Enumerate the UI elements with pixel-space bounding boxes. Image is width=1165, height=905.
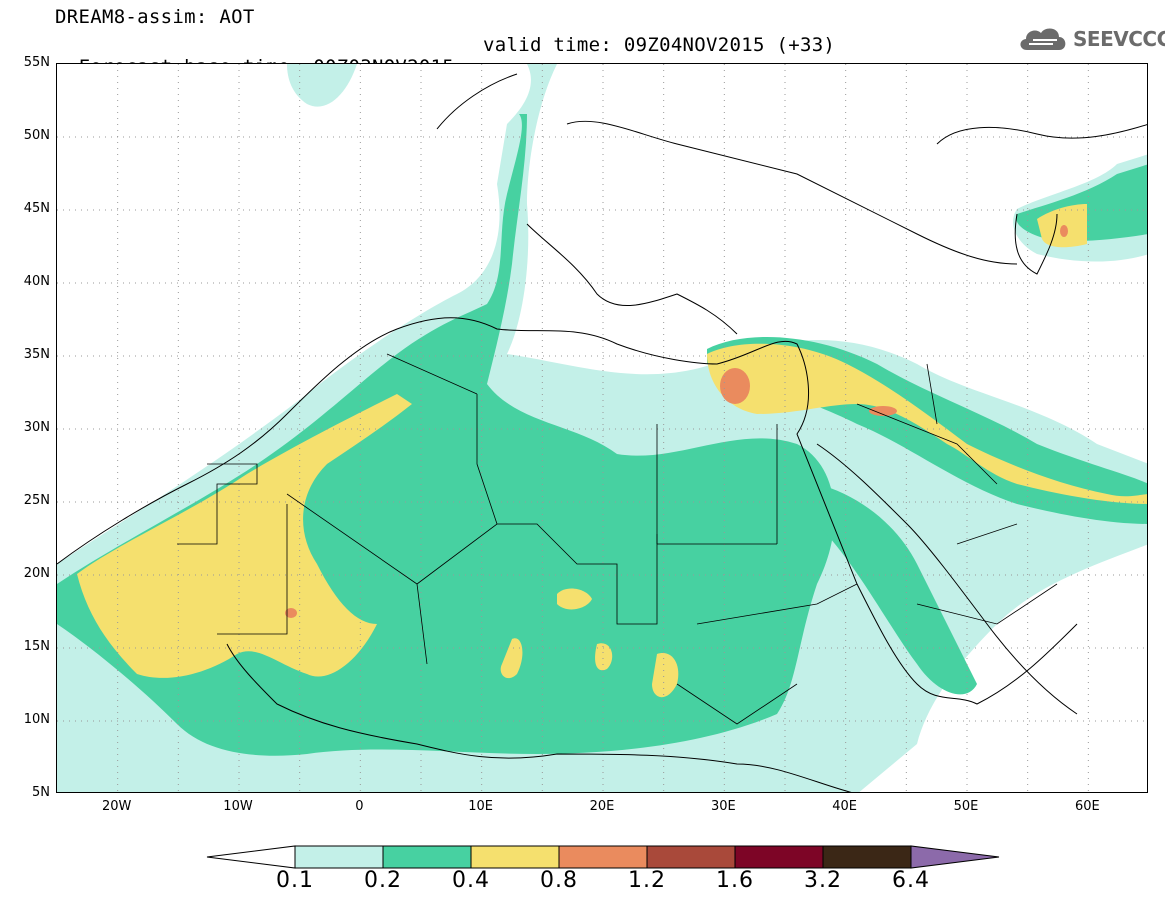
colorbar-swatch — [558, 845, 648, 869]
lat-label: 20N — [23, 566, 50, 581]
lat-label: 40N — [23, 274, 50, 289]
lat-label: 55N — [23, 55, 50, 70]
lon-label: 20E — [589, 799, 615, 814]
colorbar-label: 6.4 — [892, 868, 930, 893]
lat-label: 50N — [23, 128, 50, 143]
lon-label: 30E — [710, 799, 736, 814]
colorbar-label: 0.8 — [540, 868, 578, 893]
aot-band-0.8 — [285, 225, 1068, 618]
colorbar-swatch — [822, 845, 912, 869]
colorbar-label: 0.1 — [276, 868, 314, 893]
lon-label: 10E — [468, 799, 494, 814]
lon-label: 50E — [953, 799, 979, 814]
colorbar-swatch — [294, 845, 384, 869]
cloud-icon — [1020, 28, 1066, 50]
colorbar-label: 0.2 — [364, 868, 402, 893]
lon-label: 10W — [223, 799, 253, 814]
lon-label: 60E — [1074, 799, 1100, 814]
seevccc-logo: SEEVCCC — [1017, 24, 1165, 54]
lon-label: 20W — [101, 799, 132, 814]
map-canvas — [57, 64, 1147, 792]
colorbar-swatch — [734, 845, 824, 869]
graticule — [57, 64, 1147, 792]
valid-time: valid time: 09Z04NOV2015 (+33) — [483, 34, 836, 56]
colorbar-swatch — [646, 845, 736, 869]
logo-text: SEEVCCC — [1073, 27, 1165, 51]
colorbar-label: 1.2 — [628, 868, 666, 893]
colorbar-under-arrow — [206, 845, 296, 869]
colorbar-label: 3.2 — [804, 868, 842, 893]
colorbar-swatch — [382, 845, 472, 869]
lat-label: 10N — [23, 712, 50, 727]
colorbar-label: 0.4 — [452, 868, 490, 893]
lat-label: 25N — [23, 493, 50, 508]
colorbar-label: 1.6 — [716, 868, 754, 893]
map-title: DREAM8-assim: AOT — [55, 6, 255, 28]
country-borders — [177, 353, 1058, 725]
lon-label: 40E — [832, 799, 858, 814]
colorbar — [206, 845, 1000, 869]
coastlines — [57, 73, 1147, 792]
lat-label: 35N — [23, 347, 50, 362]
colorbar-over-arrow — [910, 845, 1000, 869]
lat-label: 15N — [23, 639, 50, 654]
colorbar-swatch — [470, 845, 560, 869]
aot-map — [56, 63, 1148, 793]
lat-label: 5N — [32, 785, 50, 800]
lon-label: 0 — [355, 799, 364, 814]
lat-label: 45N — [23, 201, 50, 216]
aot-band-0.4 — [77, 204, 1147, 698]
lat-label: 30N — [23, 420, 50, 435]
